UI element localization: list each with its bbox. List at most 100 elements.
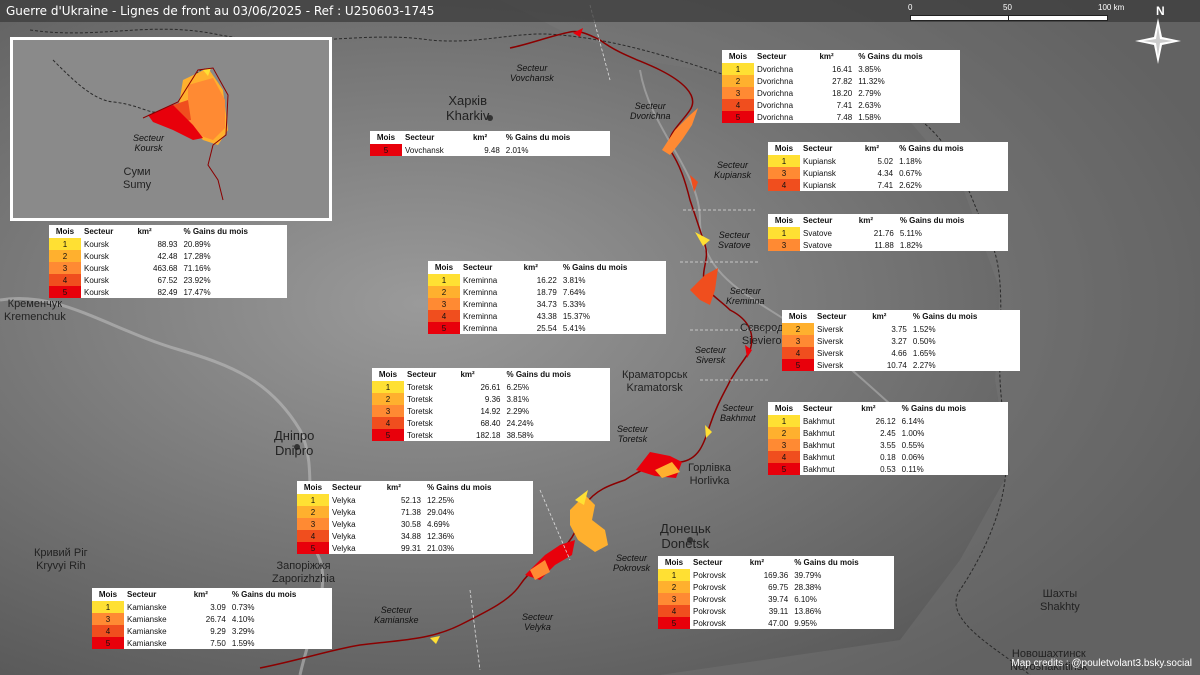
table-cell-pct: 6.25% xyxy=(506,382,530,392)
gains-table: Mois Secteur km²% Gains du mois 1 Dvorichna 1… xyxy=(722,50,960,123)
scale-label-50: 50 xyxy=(1003,3,1012,12)
table-row: 1 Koursk 88.93 20.89% xyxy=(49,238,287,250)
gain-kupiansk xyxy=(690,175,698,192)
table-cell-mois: 1 xyxy=(768,155,800,167)
map-credits: Map credits : @pouletvolant3.bsky.social xyxy=(1011,658,1192,669)
table-header-cell: km² xyxy=(858,216,873,225)
gains-table: Mois Secteur km²% Gains du mois 1 Bakhmut 26.… xyxy=(768,402,1008,475)
table-cell-mois: 1 xyxy=(768,415,800,427)
table-row: 1 Kreminna 16.22 3.81% xyxy=(428,274,666,286)
gain-velyka-2 xyxy=(530,560,550,580)
table-cell-mois: 1 xyxy=(49,238,81,250)
table-cell-pct: 2.62% xyxy=(899,180,922,190)
table-cell-km2: 16.22 xyxy=(536,275,557,285)
table-header-row: Mois Secteur km² % Gains du mois xyxy=(372,368,610,381)
table-header-cell: km² xyxy=(472,133,488,142)
table-cell-secteur: Siversk xyxy=(817,348,844,358)
table-cell-pct: 1.58% xyxy=(858,112,881,122)
table-cell-secteur: Kamianske xyxy=(127,602,167,612)
table-cell-pct: 13.86% xyxy=(794,606,822,616)
inset-city-label-line2: Sumy xyxy=(123,179,152,191)
table-header-row: Mois Secteur km² % Gains du mois xyxy=(722,50,960,63)
table-header-cell: % Gains du mois xyxy=(899,144,964,153)
table-header-row: Mois Secteur km² % Gains du mois xyxy=(92,588,332,601)
table-cell-mois: 3 xyxy=(768,167,800,179)
table-header-cell: Mois xyxy=(664,558,684,567)
table-row: 2 Koursk 42.48 17.28% xyxy=(49,250,287,262)
table-cell-secteur: Velyka xyxy=(332,507,356,517)
table-cell-pct: 3.85% xyxy=(858,64,881,74)
gain-kreminna xyxy=(690,268,718,305)
table-header-cell: % Gains du mois xyxy=(794,558,859,567)
table-cell-pct: 1.18% xyxy=(899,156,922,166)
table-cell-pct: 28.38% xyxy=(794,582,822,592)
table-cell-pct: 3.81% xyxy=(506,394,530,404)
city-label-dnipro: Дніпро Dnipro xyxy=(274,428,315,458)
gain-toretsk-2 xyxy=(655,462,680,478)
table-cell-mois: 5 xyxy=(768,463,800,475)
gain-vovchansk xyxy=(573,28,583,37)
table-cell-mois: 5 xyxy=(722,111,754,123)
table-header-cell: Mois xyxy=(55,227,75,236)
river-donets xyxy=(639,69,961,461)
inset-border xyxy=(52,59,219,114)
table-cell-secteur: Vovchansk xyxy=(405,145,444,155)
table-cell-secteur: Dvorichna xyxy=(757,112,794,122)
table-cell-secteur: Bakhmut xyxy=(803,428,835,438)
table-cell-pct: 5.41% xyxy=(562,323,586,333)
table-header-cell: Secteur xyxy=(463,263,493,272)
table-cell-km2: 9.36 xyxy=(484,394,501,404)
table-cell-km2: 82.49 xyxy=(157,287,178,297)
table-header-cell: km² xyxy=(861,404,876,413)
table-cell-pct: 20.89% xyxy=(183,239,211,249)
table-cell-mois: 3 xyxy=(49,262,81,274)
russia-territory xyxy=(500,0,1200,675)
table-row: 3 Kreminna 34.73 5.33% xyxy=(428,298,666,310)
table-row: 1 Dvorichna 16.41 3.85% xyxy=(722,63,960,75)
table-cell-km2: 3.09 xyxy=(210,602,226,612)
table-header-cell: Secteur xyxy=(803,216,833,225)
table-cell-secteur: Kreminna xyxy=(463,275,498,285)
table-cell-km2: 7.48 xyxy=(836,112,853,122)
city-dot-dnipro xyxy=(294,444,300,450)
table-cell-pct: 15.37% xyxy=(562,311,590,321)
gain-kamianske xyxy=(430,636,440,644)
table-cell-pct: 71.16% xyxy=(183,263,211,273)
table-header-row: Mois Secteur km² % Gains du mois xyxy=(428,261,666,274)
table-cell-km2: 21.76 xyxy=(873,228,894,238)
table-cell-secteur: Bakhmut xyxy=(803,416,835,426)
table-row: 1 Kupiansk 5.02 1.18% xyxy=(768,155,1008,167)
table-cell-secteur: Koursk xyxy=(84,239,109,249)
table-header-row: Mois Secteur km² % Gains du mois xyxy=(370,131,610,144)
table-cell-secteur: Toretsk xyxy=(407,418,433,428)
table-cell-secteur: Kreminna xyxy=(463,299,498,309)
table-cell-secteur: Koursk xyxy=(84,263,109,273)
scale-segment xyxy=(1008,15,1108,21)
sector-label-vovchansk: Secteur Vovchansk xyxy=(510,63,554,83)
table-cell-pct: 4.69% xyxy=(426,519,450,529)
table-cell-secteur: Koursk xyxy=(84,275,109,285)
table-header-cell: Secteur xyxy=(693,558,723,567)
table-row: 3 Svatove 11.88 1.82% xyxy=(768,239,1008,251)
table-header-cell: % Gains du mois xyxy=(505,133,571,142)
table-cell-secteur: Toretsk xyxy=(407,406,433,416)
table-cell-km2: 14.92 xyxy=(480,406,501,416)
table-row: 4 Toretsk 68.40 24.24% xyxy=(372,417,610,429)
koursk-inset-map[interactable]: Secteur Koursk Суми Sumy xyxy=(10,37,332,221)
table-cell-secteur: Dvorichna xyxy=(757,100,794,110)
table-cell-mois: 5 xyxy=(782,359,814,371)
table-dvorichna: Mois Secteur km²% Gains du mois 1 Dvorichna 1… xyxy=(722,50,960,123)
table-cell-km2: 34.88 xyxy=(400,531,421,541)
table-row: 2 Pokrovsk 69.75 28.38% xyxy=(658,581,894,593)
table-header-cell: Mois xyxy=(774,404,794,413)
table-row: 4 Kupiansk 7.41 2.62% xyxy=(768,179,1008,191)
table-cell-mois: 5 xyxy=(370,144,402,156)
table-row: 5 Toretsk 182.18 38.58% xyxy=(372,429,610,441)
table-cell-km2: 9.29 xyxy=(210,626,226,636)
table-cell-km2: 18.79 xyxy=(536,287,557,297)
table-cell-mois: 1 xyxy=(768,227,800,239)
table-header-row: Mois Secteur km² % Gains du mois xyxy=(297,481,533,494)
table-cell-mois: 2 xyxy=(768,427,800,439)
table-cell-pct: 23.92% xyxy=(183,275,211,285)
inset-city-label-line1: Суми xyxy=(123,166,151,178)
